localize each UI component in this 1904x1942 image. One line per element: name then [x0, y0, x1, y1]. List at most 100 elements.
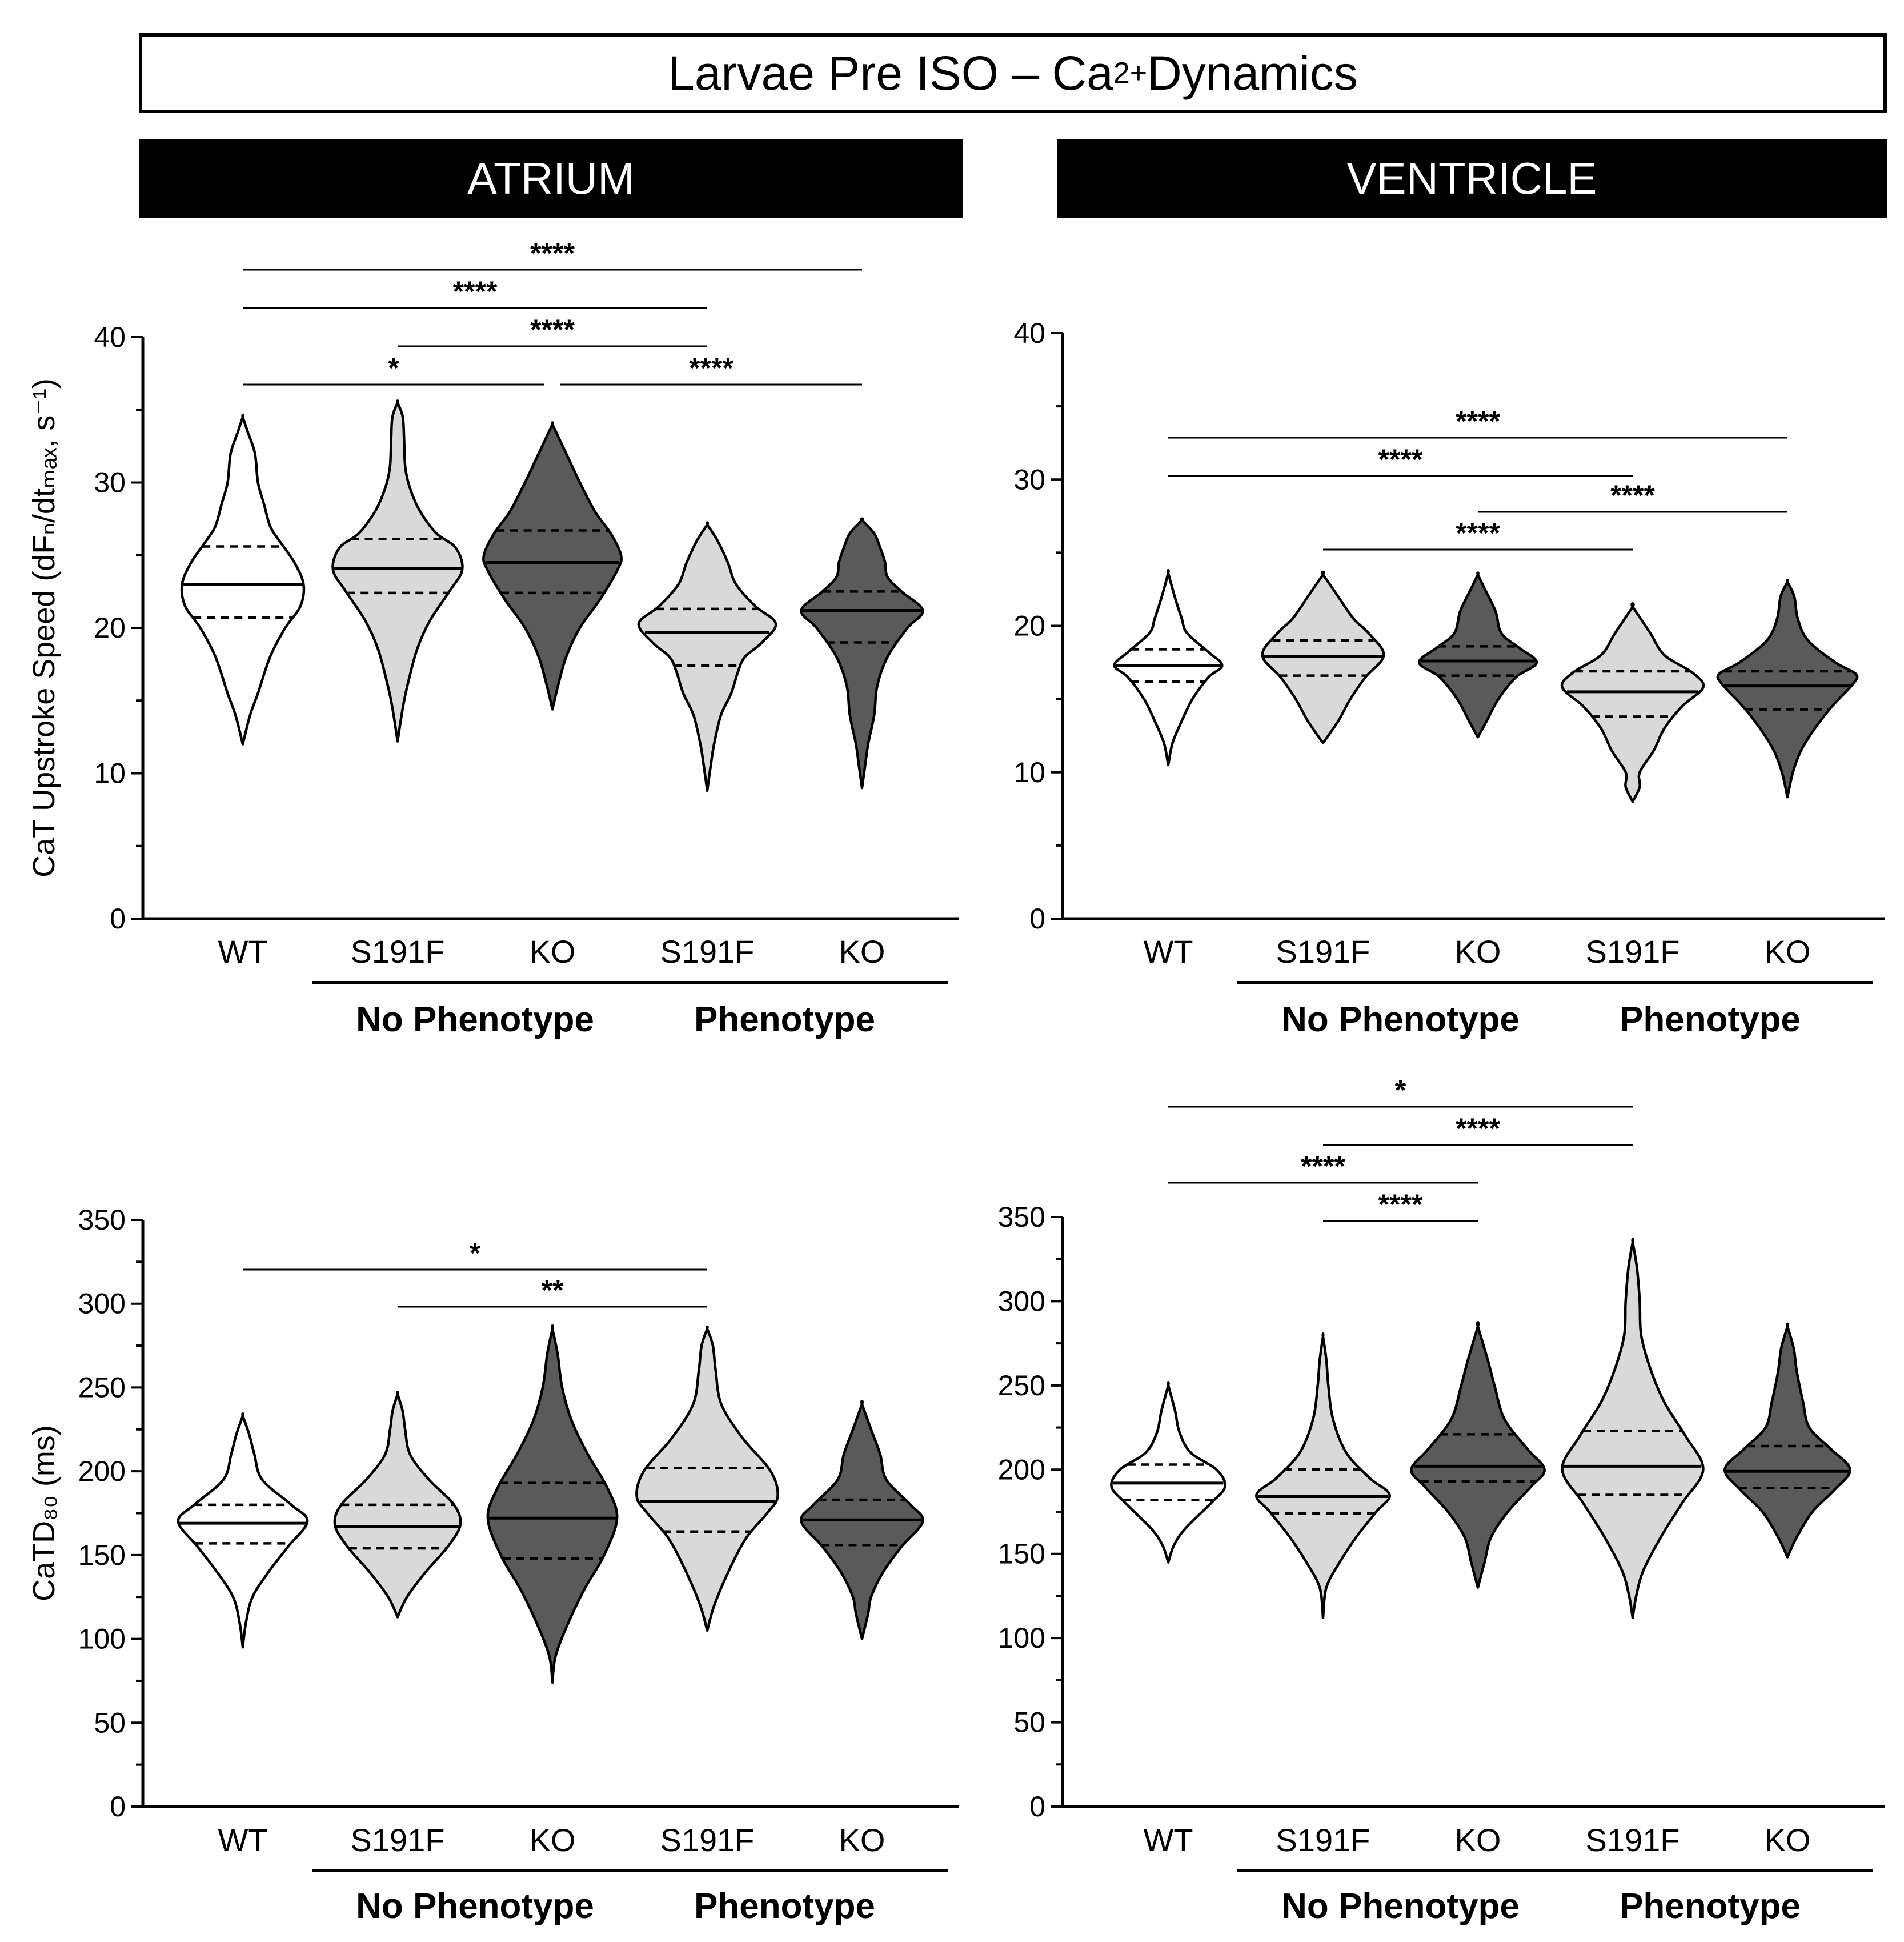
- violin-ko-2: [1417, 571, 1538, 739]
- significance-label: ****: [1456, 1112, 1500, 1144]
- y-tick-label: 50: [1013, 1707, 1045, 1739]
- significance-label: ****: [530, 314, 575, 346]
- y-tick-label: 10: [94, 758, 126, 790]
- violin-s191f-3: [1561, 1238, 1705, 1620]
- x-category-label: WT: [218, 934, 267, 970]
- violin-s191f-3: [635, 1325, 779, 1632]
- significance-label: **: [542, 1274, 564, 1306]
- significance-label: ****: [689, 352, 733, 384]
- y-tick-label: 300: [998, 1285, 1045, 1317]
- significance-label: ****: [1378, 443, 1423, 475]
- y-tick-label: 200: [998, 1454, 1045, 1485]
- x-category-label: KO: [839, 934, 885, 970]
- y-tick-label: 20: [1013, 610, 1045, 642]
- y-tick-label: 350: [78, 1204, 126, 1236]
- y-tick-label: 350: [998, 1201, 1045, 1233]
- y-tick-label: 20: [94, 612, 126, 644]
- x-category-label: WT: [1143, 934, 1193, 970]
- y-tick-label: 0: [110, 903, 126, 935]
- violin-s191f-1: [331, 399, 464, 743]
- chart-atrium-catd80: 0 50 100 150 200 250 300 350 CaTD₈₀ (ms) WT S191F K…: [27, 1204, 959, 1926]
- x-category-label: WT: [1143, 1822, 1193, 1858]
- significance-label: ****: [530, 237, 575, 269]
- chart-ventricle-upstroke: 0 10 20 30 40 WT S191F KO S191F KO No Phenotype Phe…: [1013, 317, 1885, 1039]
- y-tick-label: 50: [94, 1707, 126, 1739]
- y-tick-label: 200: [78, 1455, 126, 1487]
- figure-title-prefix: Larvae Pre ISO – Ca: [668, 46, 1113, 100]
- violin-s191f-3: [637, 521, 777, 792]
- group-label: No Phenotype: [356, 1000, 594, 1039]
- x-category-label: WT: [218, 1822, 267, 1858]
- x-category-label: S191F: [1276, 934, 1370, 970]
- x-category-label: KO: [1765, 934, 1811, 970]
- violin-wt-0: [1110, 1381, 1226, 1564]
- y-tick-label: 100: [78, 1623, 126, 1655]
- ventricle-header-label: VENTRICLE: [1346, 153, 1597, 203]
- y-tick-label: 30: [94, 467, 126, 499]
- y-tick-label: 150: [998, 1538, 1045, 1570]
- violin-ko-4: [1716, 579, 1859, 799]
- violin-wt-0: [180, 414, 306, 746]
- y-tick-label: 0: [1029, 903, 1045, 935]
- group-label: No Phenotype: [356, 1887, 594, 1926]
- x-category-label: KO: [1455, 1822, 1501, 1858]
- violin-ko-2: [486, 1324, 619, 1684]
- atrium-header-label: ATRIUM: [467, 153, 635, 203]
- ventricle-header: VENTRICLE: [1057, 139, 1887, 218]
- y-tick-label: 150: [78, 1539, 126, 1571]
- violin-ko-2: [1410, 1321, 1546, 1589]
- y-axis-label: CaT Upstroke Speed (dFₙ/dtₘₐₓ, s⁻¹): [27, 378, 61, 878]
- significance-label: *: [470, 1237, 481, 1269]
- group-label: No Phenotype: [1281, 1000, 1520, 1039]
- chart-atrium-upstroke: 0 10 20 30 40 CaT Upstroke Speed (dFₙ/dtₘₐₓ, …: [27, 237, 959, 1039]
- x-category-label: KO: [530, 934, 576, 970]
- group-label: Phenotype: [694, 1887, 875, 1926]
- figure-title: Larvae Pre ISO – Ca 2+ Dynamics: [139, 33, 1887, 113]
- y-tick-label: 40: [1013, 317, 1045, 349]
- y-tick-label: 250: [998, 1370, 1045, 1402]
- x-category-label: S191F: [1586, 1822, 1680, 1858]
- figure-title-suffix: Dynamics: [1147, 46, 1358, 100]
- y-tick-label: 30: [1013, 463, 1045, 495]
- x-category-label: KO: [530, 1822, 576, 1858]
- chart-ventricle-catd80: 0 50 100 150 200 250 300 350 WT S191F KO S191F KO No …: [998, 1074, 1885, 1926]
- x-category-label: S191F: [1276, 1822, 1370, 1858]
- y-tick-label: 40: [94, 321, 126, 353]
- x-category-label: S191F: [1586, 934, 1680, 970]
- violin-ko-2: [482, 421, 623, 711]
- significance-label: ****: [1610, 479, 1655, 511]
- group-label: No Phenotype: [1281, 1887, 1520, 1926]
- violin-wt-0: [177, 1412, 309, 1649]
- violin-s191f-1: [1255, 1332, 1391, 1620]
- x-category-label: S191F: [351, 934, 445, 970]
- y-tick-label: 10: [1013, 756, 1045, 788]
- violin-ko-4: [1723, 1322, 1851, 1559]
- x-category-label: KO: [1455, 934, 1501, 970]
- x-category-label: S191F: [660, 1822, 755, 1858]
- violin-s191f-3: [1560, 602, 1705, 803]
- significance-label: ****: [1456, 405, 1500, 437]
- atrium-header: ATRIUM: [139, 139, 963, 218]
- significance-label: ****: [1378, 1188, 1423, 1220]
- y-axis-label: CaTD₈₀ (ms): [27, 1425, 61, 1601]
- x-category-label: S191F: [351, 1822, 445, 1858]
- y-tick-label: 300: [78, 1288, 126, 1320]
- significance-label: *: [388, 352, 399, 384]
- group-label: Phenotype: [1620, 1887, 1801, 1926]
- x-category-label: KO: [839, 1822, 885, 1858]
- y-tick-label: 0: [1029, 1791, 1045, 1823]
- significance-label: ****: [1456, 517, 1500, 549]
- group-label: Phenotype: [1620, 1000, 1801, 1039]
- x-category-label: KO: [1765, 1822, 1811, 1858]
- group-label: Phenotype: [694, 1000, 875, 1039]
- y-tick-label: 0: [110, 1791, 126, 1823]
- significance-label: ****: [1301, 1150, 1345, 1182]
- significance-label: ****: [453, 275, 498, 307]
- violin-ko-4: [800, 517, 924, 790]
- violin-wt-0: [1113, 568, 1224, 767]
- y-tick-label: 100: [998, 1622, 1045, 1654]
- significance-label: *: [1395, 1074, 1406, 1106]
- figure-title-superscript: 2+: [1113, 57, 1148, 90]
- y-tick-label: 250: [78, 1371, 126, 1403]
- x-category-label: S191F: [660, 934, 755, 970]
